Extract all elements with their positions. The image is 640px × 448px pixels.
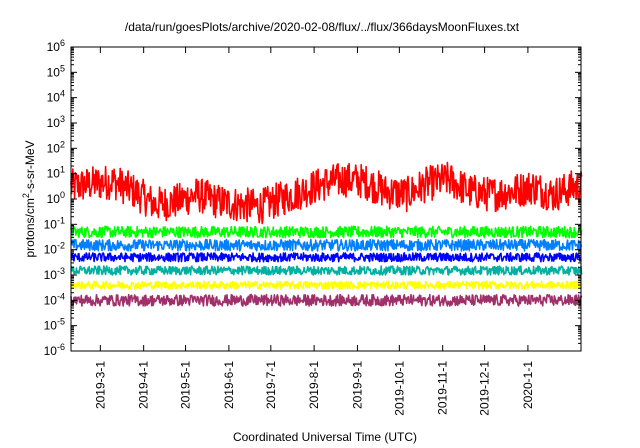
series-layer <box>70 161 583 307</box>
x-tick-label: 2020-1-1 <box>521 361 535 409</box>
x-tick-label: 2019-3-1 <box>93 361 107 409</box>
y-tick-label: 100 <box>47 190 65 206</box>
y-axis-label: protons/cm2-s-sr-MeV <box>21 140 37 257</box>
x-tick-label: 2019-7-1 <box>264 361 278 409</box>
series-line-7 <box>70 293 583 307</box>
x-tick-label: 2019-8-1 <box>307 361 321 409</box>
ticks-layer: 10-6 10-5 10-4 10-3 10-2 10-1 100 101 102 103 104 1… <box>44 38 581 416</box>
series-line-6 <box>70 280 583 290</box>
x-tick-label: 2019-12-1 <box>478 361 492 416</box>
y-tick-label: 10-5 <box>44 317 65 333</box>
x-tick-label: 2019-5-1 <box>179 361 193 409</box>
y-tick-label: 106 <box>47 38 65 54</box>
y-tick-label: 103 <box>47 114 65 130</box>
x-tick-label: 2019-11-1 <box>436 361 450 415</box>
series-line-1 <box>70 161 583 225</box>
y-tick-label: 10-3 <box>44 266 65 282</box>
chart-title: /data/run/goesPlots/archive/2020-02-08/f… <box>125 20 520 34</box>
y-tick-label: 10-6 <box>44 342 65 358</box>
series-line-5 <box>70 265 583 276</box>
series-line-2 <box>70 225 583 239</box>
series-line-3 <box>70 238 583 252</box>
y-tick-label: 104 <box>47 89 65 105</box>
x-tick-label: 2019-6-1 <box>222 361 236 409</box>
y-tick-label: 105 <box>47 63 65 79</box>
y-tick-label: 10-1 <box>44 215 65 231</box>
x-tick-label: 2019-9-1 <box>350 361 364 409</box>
y-tick-label: 101 <box>47 165 65 181</box>
x-axis-label: Coordinated Universal Time (UTC) <box>233 430 417 444</box>
series-line-4 <box>70 252 582 263</box>
y-tick-label: 10-2 <box>44 241 65 257</box>
y-tick-label: 10-4 <box>44 291 65 307</box>
x-tick-label: 2019-4-1 <box>137 361 151 409</box>
x-tick-label: 2019-10-1 <box>392 361 406 416</box>
y-tick-label: 102 <box>47 139 65 155</box>
